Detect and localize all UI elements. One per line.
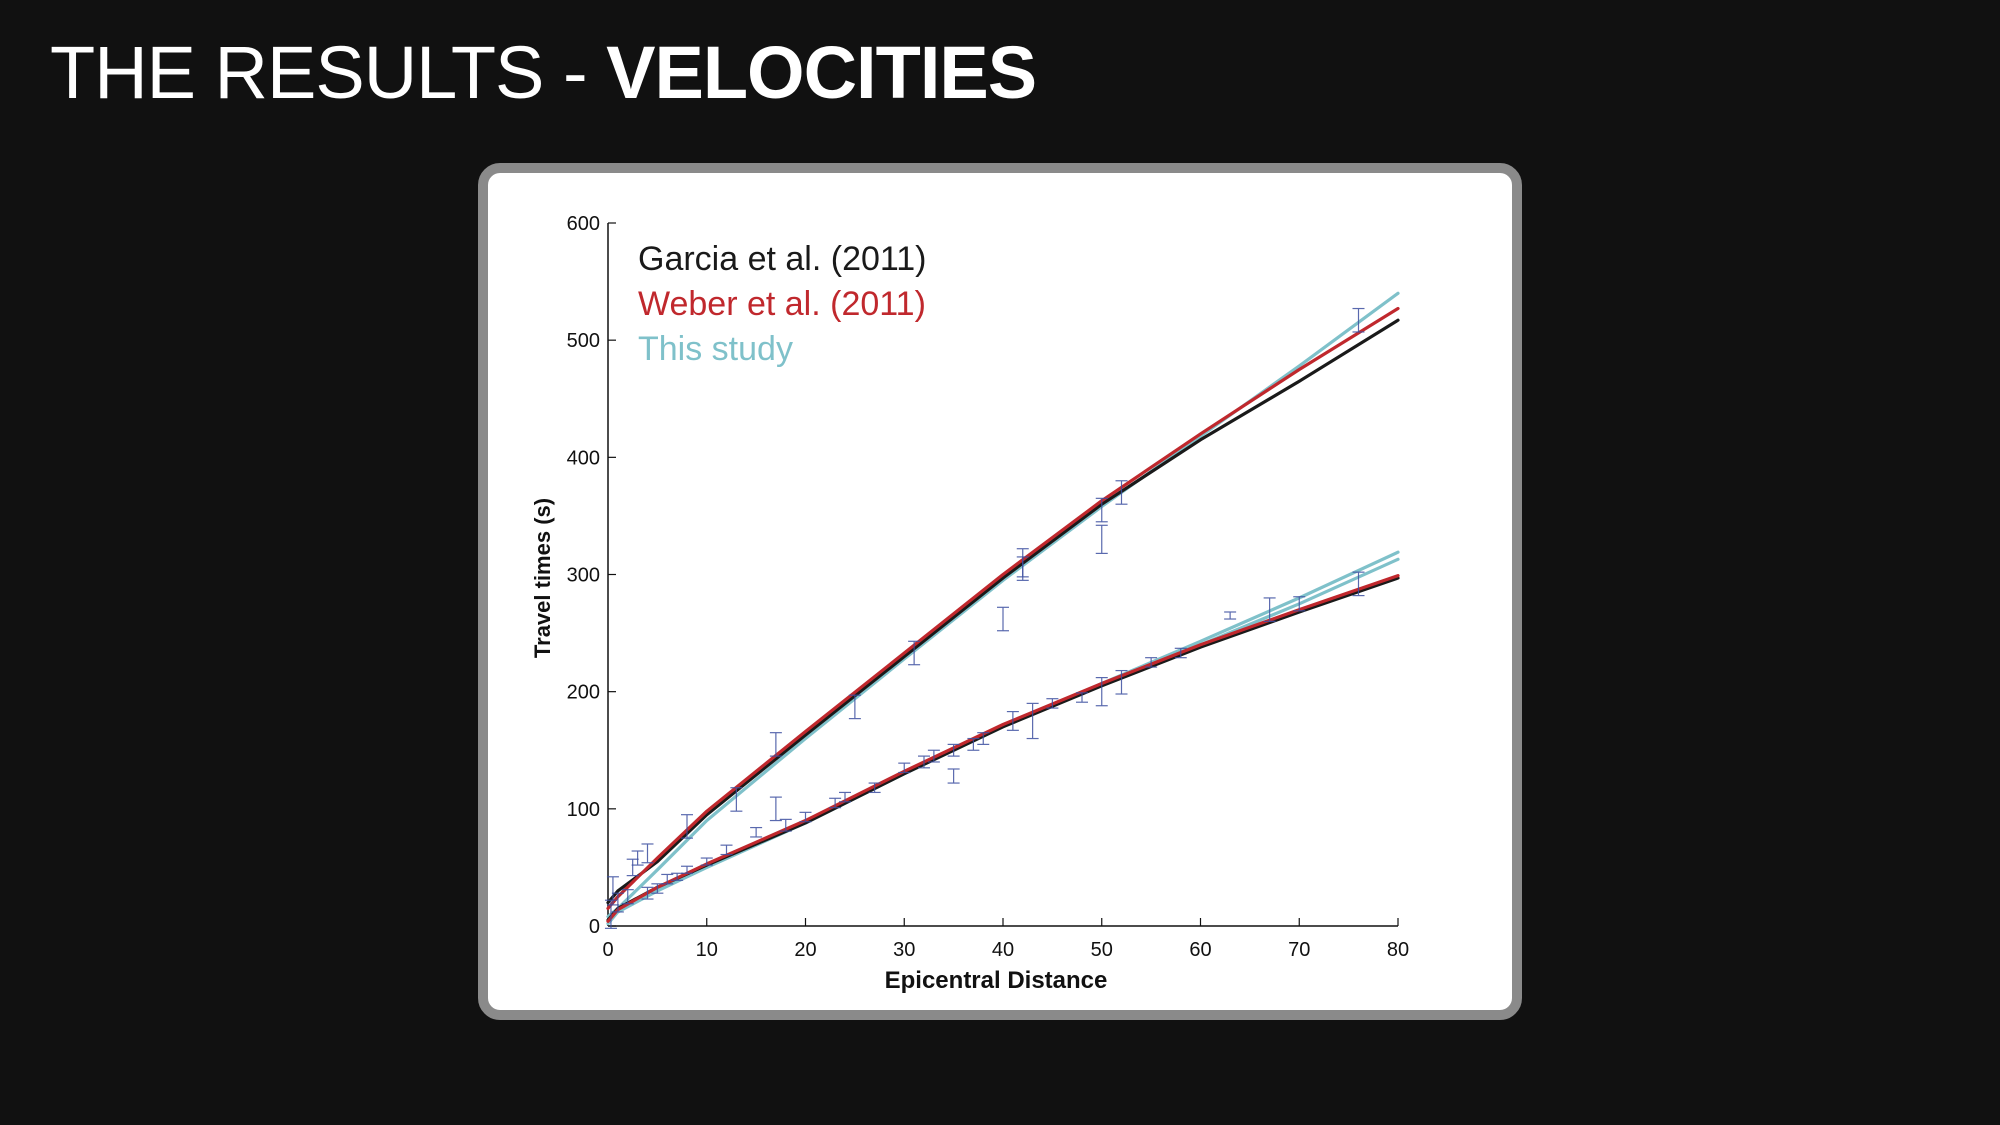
- error-bar: [848, 694, 861, 720]
- error-bar: [1352, 571, 1365, 597]
- error-bar: [730, 787, 743, 812]
- error-bar: [1263, 597, 1276, 622]
- figure-frame: 0 10 20 30 40 50 60 70 80 0 100 200 300 400 500 600 Epi…: [478, 163, 1522, 1020]
- y-axis-label: Travel times (s): [530, 498, 555, 658]
- travel-time-chart: 0 10 20 30 40 50 60 70 80 0 100 200 300 400 500 600 Epi…: [530, 213, 1410, 994]
- error-bar: [626, 858, 639, 877]
- error-bar: [927, 749, 940, 763]
- error-bar: [641, 843, 654, 864]
- error-bar: [908, 640, 921, 666]
- error-bar: [1076, 692, 1088, 703]
- error-bar: [606, 876, 619, 906]
- error-bar: [720, 844, 733, 856]
- y-tick-label: 200: [567, 682, 600, 704]
- y-tick-label: 500: [567, 330, 600, 352]
- error-bar: [1224, 611, 1237, 620]
- y-tick-label: 300: [567, 565, 600, 587]
- error-bar: [1026, 702, 1039, 740]
- x-tick-label: 60: [1189, 939, 1211, 961]
- slide-title-thin: THE RESULTS -: [50, 31, 607, 114]
- error-bar: [918, 755, 930, 769]
- error-bar: [1095, 497, 1108, 523]
- error-bar: [1115, 669, 1128, 695]
- x-tick-label: 30: [893, 939, 915, 961]
- error-bar: [1046, 698, 1059, 709]
- legend-entry: This study: [638, 330, 793, 368]
- x-tick-label: 70: [1288, 939, 1310, 961]
- error-bar: [898, 762, 911, 774]
- y-tick-label: 600: [567, 213, 600, 235]
- error-bar: [1095, 524, 1108, 555]
- error-bar: [750, 826, 763, 838]
- legend-entry: Weber et al. (2011): [638, 285, 926, 323]
- x-tick-label: 10: [696, 939, 718, 961]
- error-bar: [1174, 647, 1187, 659]
- error-bar: [1352, 307, 1365, 333]
- chart-curves: [606, 291, 1400, 926]
- error-bar: [611, 892, 624, 913]
- x-axis-label: Epicentral Distance: [885, 967, 1108, 994]
- error-bar: [1145, 657, 1158, 668]
- error-bar: [977, 732, 990, 745]
- error-bar: [700, 857, 713, 866]
- legend-entry: Garcia et al. (2011): [638, 240, 927, 278]
- error-bar: [1115, 480, 1128, 505]
- error-bar: [631, 850, 644, 866]
- error-bar: [997, 606, 1009, 632]
- y-tick-label: 400: [567, 447, 600, 469]
- error-bar: [1006, 710, 1019, 731]
- error-bar: [799, 811, 812, 823]
- x-tick-label: 50: [1091, 939, 1113, 961]
- error-bar: [1095, 677, 1108, 707]
- error-bar: [967, 737, 980, 751]
- error-bar: [779, 818, 792, 832]
- slide-title-bold: VELOCITIES: [606, 31, 1037, 114]
- error-bar: [769, 796, 782, 822]
- error-bar: [681, 814, 693, 839]
- chart-error-bars: [604, 307, 1365, 929]
- error-bar: [641, 886, 654, 900]
- x-tick-label: 40: [992, 939, 1014, 961]
- slide-title: THE RESULTS - VELOCITIES: [50, 28, 1037, 118]
- y-tick-label: 100: [567, 799, 600, 821]
- error-bar: [681, 865, 693, 874]
- x-tick-label: 80: [1387, 939, 1409, 961]
- x-tick-label: 0: [602, 939, 613, 961]
- chart-legend: Garcia et al. (2011) Weber et al. (2011) T…: [638, 240, 927, 368]
- chart-axes: 0 10 20 30 40 50 60 70 80 0 100 200 300 400 500 600: [567, 213, 1410, 961]
- error-bar: [947, 768, 960, 784]
- error-bar: [769, 732, 782, 757]
- error-bar: [621, 889, 634, 905]
- error-bar: [839, 791, 851, 803]
- error-bar: [1293, 596, 1306, 612]
- error-bar: [947, 743, 960, 757]
- error-bar: [868, 782, 881, 794]
- series-line: [606, 306, 1400, 910]
- error-bar: [829, 797, 842, 809]
- error-bar: [661, 873, 674, 885]
- error-bar: [1016, 548, 1029, 578]
- y-tick-label: 0: [589, 916, 600, 938]
- x-tick-label: 20: [794, 939, 816, 961]
